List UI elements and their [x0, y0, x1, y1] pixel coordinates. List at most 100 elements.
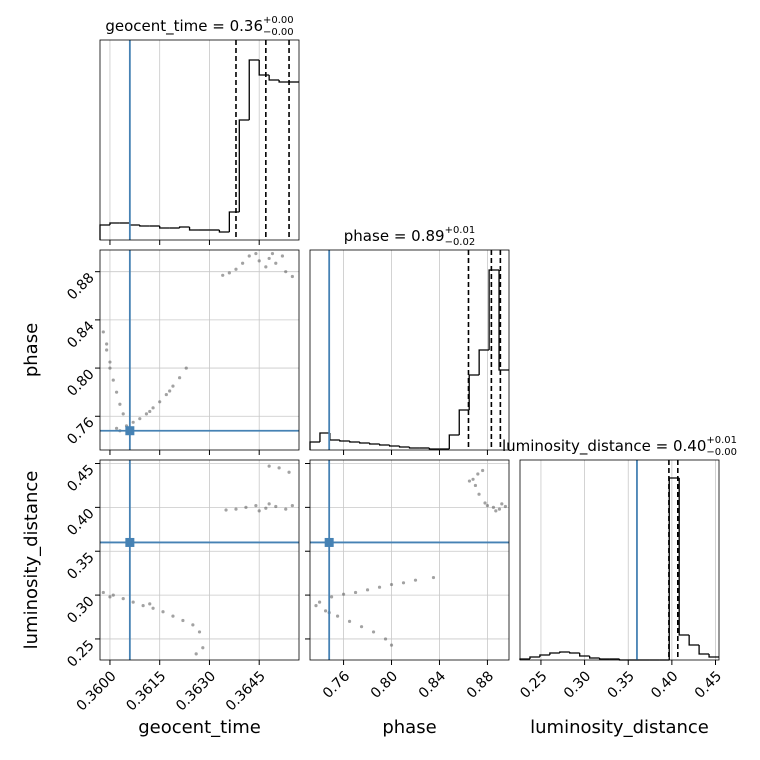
sample-point [141, 604, 145, 608]
sample-point [389, 643, 394, 647]
sample-point [371, 630, 376, 634]
x-tick-label: 0.3630 [173, 668, 219, 714]
hist-step [139, 225, 150, 227]
sample-point [114, 426, 119, 430]
sample-point [191, 623, 195, 627]
hist-step [688, 635, 700, 646]
sample-point [500, 502, 504, 506]
sample-point [264, 506, 268, 510]
hist-step [708, 654, 719, 658]
title-sup: +0.01 [706, 435, 737, 446]
sample-point [164, 392, 168, 397]
hist-step [498, 270, 509, 371]
sample-point [201, 646, 205, 650]
hist-step [529, 656, 540, 659]
panel-frame [519, 459, 720, 661]
sample-point [221, 273, 225, 277]
hist-step [549, 652, 560, 655]
y-tick-label: 0.35 [64, 550, 97, 583]
sample-point [476, 472, 480, 476]
sample-point [121, 412, 125, 416]
x-tick-label: 0.88 [464, 668, 497, 701]
sample-point [317, 600, 322, 604]
sample-point [497, 507, 502, 511]
title-sup: +0.00 [263, 15, 294, 26]
x-axis-label: phase [382, 717, 436, 738]
hist-step [428, 448, 440, 450]
hist-step [248, 59, 260, 120]
sample-point [121, 596, 125, 601]
hist-step [159, 226, 170, 229]
sample-point [284, 507, 288, 511]
sample-point [365, 588, 370, 592]
x-tick-label: 0.80 [368, 668, 401, 701]
panel-frame [99, 459, 300, 661]
hist-step [238, 119, 250, 212]
sample-point [257, 259, 261, 263]
sample-point [244, 505, 248, 509]
hist-step [369, 443, 380, 445]
hist-step [698, 645, 710, 655]
hist-step [178, 226, 190, 228]
hist-step [559, 651, 570, 653]
sample-point [290, 504, 294, 508]
sample-point [267, 256, 271, 261]
x-tick-label: 0.76 [320, 668, 353, 701]
hist-step [278, 80, 290, 83]
sample-point [111, 593, 115, 597]
sample-point [413, 578, 418, 582]
sample-point [257, 509, 261, 513]
x-tick-label: 0.3600 [74, 668, 120, 714]
sample-point [151, 406, 155, 410]
sample-point [227, 271, 231, 275]
hist-step [589, 656, 600, 659]
sample-point [314, 604, 318, 608]
sample-point [194, 652, 198, 656]
panel-title: phase = 0.89+0.01 −0.02 [344, 225, 475, 248]
title-sub: −0.02 [445, 237, 476, 248]
sample-point [353, 590, 358, 595]
sample-point [171, 614, 175, 618]
title-sub: −0.00 [706, 447, 737, 458]
sample-point [264, 265, 268, 269]
sample-point [481, 468, 485, 473]
sample-point [118, 402, 122, 406]
sample-point [108, 360, 112, 364]
sample-point [431, 575, 436, 580]
sample-point [284, 270, 288, 274]
sample-point [234, 267, 238, 271]
sample-point [280, 254, 285, 258]
hist-step [539, 654, 550, 657]
sample-point [105, 342, 109, 346]
sample-point [270, 252, 275, 256]
sample-point [114, 390, 119, 394]
title-sup: +0.01 [445, 225, 476, 236]
hist-step [188, 227, 200, 231]
hist-step [129, 223, 140, 226]
panel-frame [309, 249, 510, 451]
hist-step [579, 653, 590, 657]
sample-point [171, 384, 175, 388]
sample-point [401, 581, 406, 585]
title-sub: −0.00 [263, 27, 294, 38]
sample-point [247, 254, 251, 258]
hist-step [329, 433, 340, 441]
sample-point [477, 492, 481, 496]
x-tick-label: 0.35 [605, 668, 638, 701]
panel: 0.25 0.30 0.35 0.40 0.45 luminosity_distance … [502, 435, 737, 738]
x-tick-label: 0.40 [648, 668, 681, 701]
panel: 0.76 0.80 0.84 0.88 phase [21, 249, 300, 455]
sample-point [161, 610, 165, 614]
sample-point [471, 477, 475, 481]
sample-point [383, 637, 388, 641]
sample-point [101, 590, 105, 595]
y-tick-label: 0.40 [64, 506, 97, 539]
sample-point [467, 479, 472, 483]
sample-point [341, 592, 346, 596]
sample-point [101, 330, 105, 334]
sample-point [389, 582, 394, 587]
x-tick-label: 0.45 [692, 668, 725, 701]
sample-point [148, 602, 152, 606]
sample-point [108, 595, 112, 599]
title-main: phase = 0.89 [344, 227, 445, 245]
